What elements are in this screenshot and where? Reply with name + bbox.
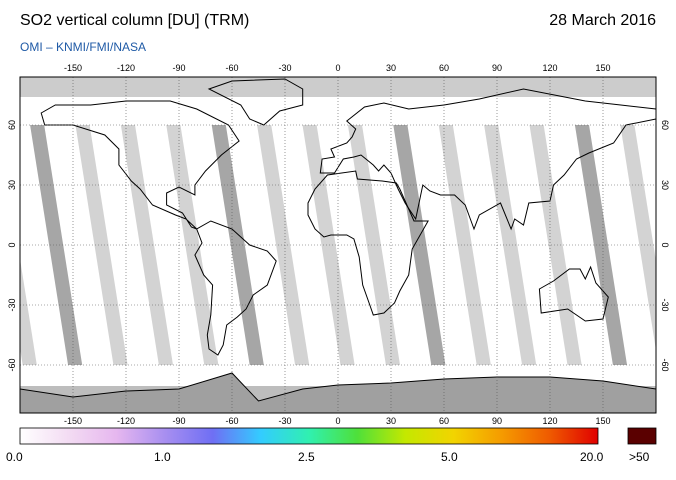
lon-label-top: 30 xyxy=(386,63,396,73)
greenland-coastline xyxy=(207,78,304,126)
lon-label-bottom: -150 xyxy=(64,416,82,426)
right-latitude-labels: 60 30 0 -30 -60 xyxy=(660,120,670,372)
australia-coastline xyxy=(538,265,609,322)
lat-label-left: -30 xyxy=(7,298,17,311)
lon-label-bottom: -120 xyxy=(117,416,135,426)
lon-label-bottom: -60 xyxy=(225,416,238,426)
left-latitude-labels: 60 30 0 -30 -60 xyxy=(7,120,17,372)
lat-label-right: 0 xyxy=(660,242,670,247)
lon-label-bottom: -90 xyxy=(172,416,185,426)
south-america-coastline xyxy=(194,220,277,356)
lat-label-left: 30 xyxy=(7,180,17,190)
bottom-longitude-labels: -150 -120 -90 -60 -30 0 30 60 90 120 150 xyxy=(64,416,611,426)
lon-label-bottom: 120 xyxy=(542,416,557,426)
lon-label-bottom: 30 xyxy=(386,416,396,426)
lat-label-left: -60 xyxy=(7,358,17,371)
orbit-swath xyxy=(20,258,37,365)
map-frame xyxy=(19,76,657,414)
orbit-swath xyxy=(620,125,656,351)
lon-label-bottom: -30 xyxy=(278,416,291,426)
lon-label-top: 90 xyxy=(492,63,502,73)
colorbar-overflow-label: >50 xyxy=(629,450,650,464)
colorbar-label-4: 20.0 xyxy=(580,450,604,464)
lon-label-bottom: 0 xyxy=(335,416,340,426)
lon-label-top: 150 xyxy=(595,63,610,73)
lon-label-bottom: 150 xyxy=(595,416,610,426)
map-title: SO2 vertical column [DU] (TRM) xyxy=(20,12,250,29)
lon-label-top: -150 xyxy=(64,63,82,73)
africa-coastline xyxy=(307,170,429,316)
colorbar-label-0: 0.0 xyxy=(6,450,23,464)
lat-label-left: 0 xyxy=(7,242,17,247)
lon-label-bottom: 90 xyxy=(492,416,502,426)
lon-label-top: 120 xyxy=(542,63,557,73)
graticule xyxy=(20,77,656,413)
map-date: 28 March 2016 xyxy=(549,12,656,29)
colorbar xyxy=(19,427,599,445)
colorbar-overflow-box xyxy=(627,427,657,445)
colorbar-label-1: 1.0 xyxy=(154,450,171,464)
lon-label-top: 60 xyxy=(439,63,449,73)
lat-label-right: 30 xyxy=(660,180,670,190)
lon-label-top: -90 xyxy=(172,63,185,73)
lon-label-top: -60 xyxy=(225,63,238,73)
lat-label-right: -60 xyxy=(660,358,670,371)
lon-label-bottom: 60 xyxy=(439,416,449,426)
lat-label-left: 60 xyxy=(7,120,17,130)
lon-label-top: 0 xyxy=(335,63,340,73)
lon-label-top: -120 xyxy=(117,63,135,73)
colorbar-label-3: 5.0 xyxy=(441,450,458,464)
lat-label-right: 60 xyxy=(660,120,670,130)
colorbar-label-2: 2.5 xyxy=(298,450,315,464)
top-longitude-labels: -150 -120 -90 -60 -30 0 30 60 90 120 150 xyxy=(64,63,611,73)
data-credit: OMI – KNMI/FMI/NASA xyxy=(20,40,147,54)
lon-label-top: -30 xyxy=(278,63,291,73)
lat-label-right: -30 xyxy=(660,298,670,311)
north-america-coastline xyxy=(40,100,240,230)
